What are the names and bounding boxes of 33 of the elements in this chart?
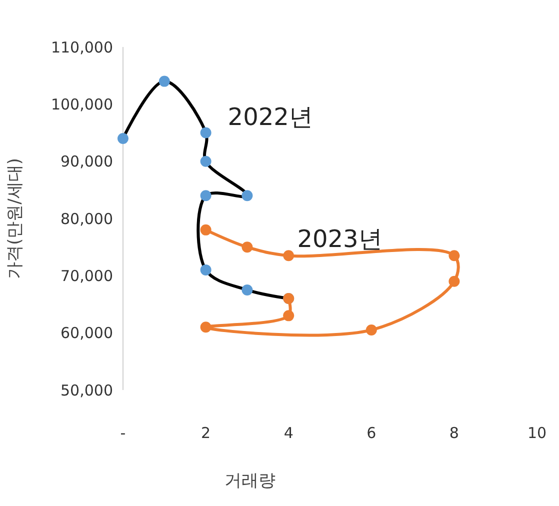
point: [242, 190, 253, 202]
series-label: 2022년: [228, 102, 313, 131]
point: [158, 76, 170, 87]
point: [242, 284, 253, 296]
point: [200, 224, 212, 236]
x-axis-title: 거래량: [224, 471, 276, 491]
point: [118, 132, 128, 144]
point: [283, 250, 294, 262]
y-tick-label: 50,000: [60, 381, 113, 400]
series-label: 2023년: [297, 225, 382, 254]
x-tick-label: 4: [284, 424, 294, 442]
point: [366, 324, 377, 336]
y-tick-label: 60,000: [60, 324, 113, 342]
point: [200, 156, 212, 167]
point: [448, 276, 460, 287]
point: [242, 242, 253, 253]
x-tick-label: 2: [201, 424, 211, 442]
y-tick-label: 70,000: [60, 266, 113, 285]
x-tick-label: 8: [449, 424, 459, 442]
y-tick-label: 100,000: [50, 95, 113, 114]
y-tick-label: 110,000: [50, 38, 113, 56]
point: [448, 250, 460, 262]
y-tick-label: 80,000: [60, 210, 113, 228]
point: [200, 264, 212, 276]
point: [200, 190, 212, 202]
y-tick-label: 90,000: [60, 152, 113, 171]
x-tick-label: -: [120, 424, 126, 442]
y-axis-title: 가격(만원/세대): [5, 158, 25, 279]
x-tick-label: 6: [366, 424, 376, 442]
point: [200, 127, 212, 138]
point: [283, 310, 294, 322]
point: [200, 322, 212, 333]
x-tick-label: 10: [527, 424, 547, 442]
